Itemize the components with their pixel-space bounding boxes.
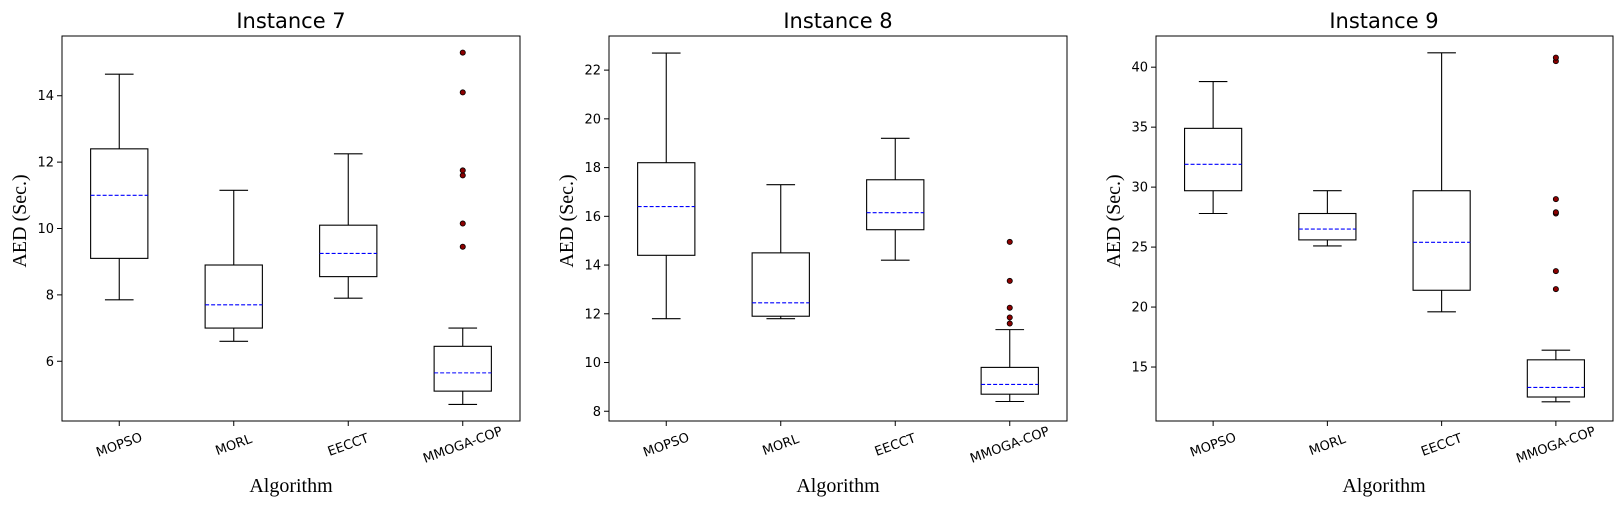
y-tick-label: 12	[37, 156, 54, 171]
x-tick-label: MORL	[214, 432, 255, 459]
outlier-point	[1006, 277, 1013, 284]
box	[866, 179, 925, 231]
panel-instance-7: Instance 7 Algorithm AED (Sec.) 6 8 10 12 14…	[9, 9, 521, 497]
y-tick-label: 10	[584, 356, 601, 371]
panel-title: Instance 9	[1329, 9, 1438, 33]
outlier-point	[1006, 320, 1013, 327]
y-tick-label: 18	[584, 161, 601, 176]
x-tick-label: MOPSO	[94, 430, 144, 460]
x-axis-label: Algorithm	[249, 475, 333, 497]
x-tick-label: EECCT	[873, 431, 918, 460]
outlier-point	[1552, 54, 1559, 61]
outlier-point	[1006, 314, 1013, 321]
y-tick-label: 15	[1131, 361, 1148, 376]
y-tick-label: 6	[46, 355, 54, 370]
box	[204, 264, 263, 329]
x-tick-label: MOPSO	[641, 430, 691, 460]
y-tick-label: 16	[584, 210, 601, 225]
x-tick-label: MORL	[761, 432, 802, 459]
box	[90, 148, 149, 259]
y-axis-label: AED (Sec.)	[1103, 174, 1125, 267]
y-tick-label: 8	[593, 405, 601, 420]
panel-instance-9: Instance 9 Algorithm AED (Sec.) 15 20 25 30…	[1103, 9, 1614, 497]
outlier-point	[459, 220, 466, 227]
y-axis-label: AED (Sec.)	[556, 174, 578, 267]
box	[1298, 212, 1357, 241]
box	[1412, 190, 1471, 291]
plot-frame	[608, 35, 1068, 422]
box	[751, 252, 810, 317]
outlier-point	[1552, 196, 1559, 203]
x-tick-label: EECCT	[1419, 431, 1464, 460]
panel-title: Instance 7	[236, 9, 345, 33]
x-tick-label: MMOGA-COP	[1514, 424, 1597, 467]
box	[637, 162, 696, 256]
box	[1184, 127, 1243, 192]
x-tick-label: MMOGA-COP	[421, 424, 504, 467]
y-tick-label: 12	[584, 307, 601, 322]
y-axis-label: AED (Sec.)	[9, 174, 31, 267]
plot-frame	[1155, 35, 1614, 422]
x-axis-label: Algorithm	[1342, 475, 1426, 497]
outlier-point	[459, 89, 466, 96]
outlier-point	[1552, 209, 1559, 216]
y-tick-label: 22	[584, 64, 601, 79]
x-tick-label: MOPSO	[1188, 430, 1238, 460]
y-tick-label: 25	[1131, 241, 1148, 256]
y-tick-label: 30	[1131, 181, 1148, 196]
box	[980, 366, 1039, 395]
panel-instance-8: Instance 8 Algorithm AED (Sec.) 8 10 12 14 1…	[556, 9, 1068, 497]
y-tick-label: 14	[37, 89, 54, 104]
y-tick-label: 40	[1131, 61, 1148, 76]
plot-frame	[61, 35, 521, 422]
box	[1526, 359, 1585, 398]
y-tick-label: 14	[584, 259, 601, 274]
panel-title: Instance 8	[783, 9, 892, 33]
y-tick-label: 20	[1131, 301, 1148, 316]
y-tick-label: 10	[37, 222, 54, 237]
outlier-point	[1552, 286, 1559, 293]
x-tick-label: MMOGA-COP	[968, 424, 1051, 467]
box	[433, 345, 492, 392]
outlier-point	[459, 49, 466, 56]
y-tick-label: 35	[1131, 121, 1148, 136]
outlier-point	[1006, 304, 1013, 311]
outlier-point	[459, 243, 466, 250]
outlier-point	[1006, 238, 1013, 245]
x-tick-label: EECCT	[326, 431, 371, 460]
y-tick-label: 20	[584, 112, 601, 127]
outlier-point	[459, 172, 466, 179]
y-tick-label: 8	[46, 288, 54, 303]
x-tick-label: MORL	[1307, 432, 1348, 459]
box	[319, 224, 378, 278]
outlier-point	[1552, 268, 1559, 275]
outlier-point	[459, 167, 466, 174]
x-axis-label: Algorithm	[796, 475, 880, 497]
